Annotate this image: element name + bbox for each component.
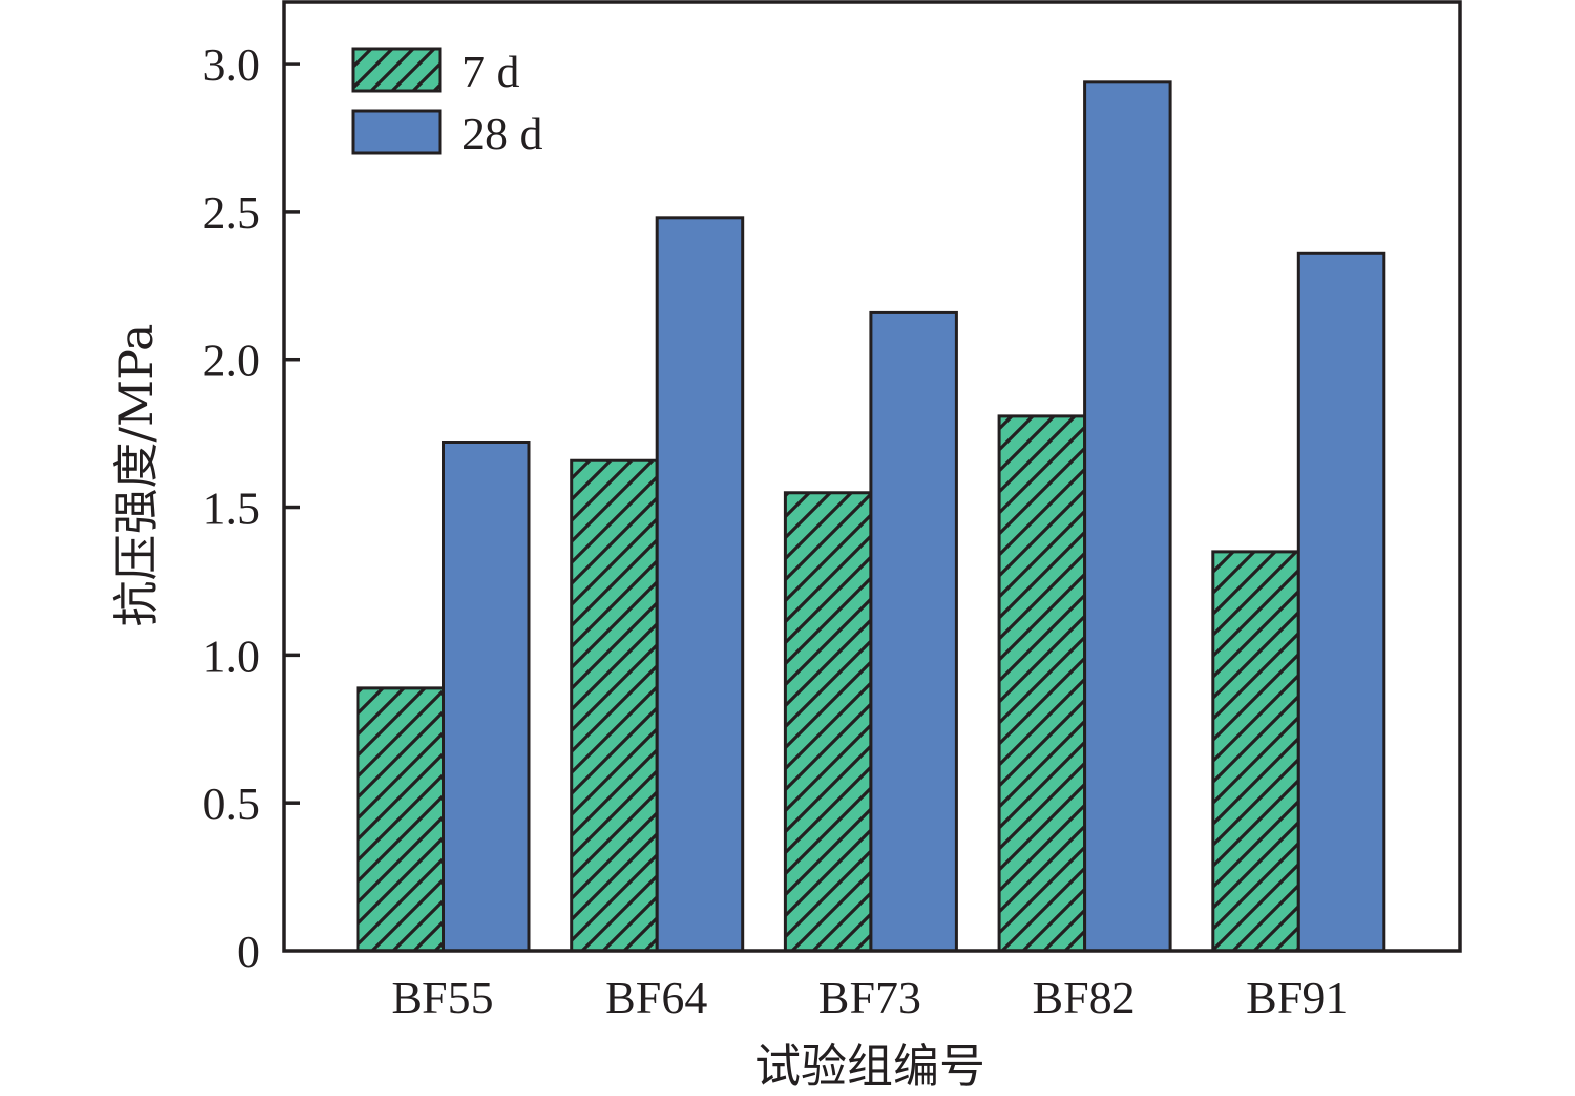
y-tick-label: 0 xyxy=(237,926,260,977)
y-tick-label: 2.0 xyxy=(203,335,261,386)
bar-bf55-28d xyxy=(442,441,531,953)
x-tick-label: BF64 xyxy=(605,972,707,1023)
y-axis-title: 抗压强度/MPa xyxy=(109,324,163,627)
legend-swatch-28d xyxy=(351,109,442,155)
legend: 7 d 28 d xyxy=(351,46,543,159)
bar-bf55-7d xyxy=(356,686,445,953)
y-tick-label: 1.5 xyxy=(203,483,261,534)
y-axis: 0 0.5 1.0 1.5 2.0 2.5 3.0 xyxy=(203,39,300,977)
bar-bf91-7d xyxy=(1211,550,1300,953)
bar-bf82-28d xyxy=(1083,80,1172,953)
y-tick-label: 1.0 xyxy=(203,630,261,681)
legend-label-28d: 28 d xyxy=(462,108,543,159)
legend-label-7d: 7 d xyxy=(462,46,520,97)
bar-bf64-7d xyxy=(570,458,659,953)
bar-bf91-28d xyxy=(1296,251,1386,953)
y-tick-label: 2.5 xyxy=(203,187,261,238)
y-tick-label: 0.5 xyxy=(203,778,261,829)
bar-bf82-7d xyxy=(997,414,1087,953)
bar-bf64-28d xyxy=(655,216,745,953)
bar-bf73-28d xyxy=(869,310,958,953)
axes-box xyxy=(282,0,1462,953)
legend-swatch-7d xyxy=(351,47,442,93)
x-axis-title: 试验组编号 xyxy=(755,1039,985,1093)
x-axis: BF55 BF64 BF73 BF82 BF91 xyxy=(391,972,1348,1023)
bars-group xyxy=(356,80,1386,953)
bar-bf73-7d xyxy=(783,491,873,953)
x-tick-label: BF82 xyxy=(1032,972,1134,1023)
x-tick-label: BF55 xyxy=(391,972,493,1023)
x-tick-label: BF91 xyxy=(1246,972,1348,1023)
y-tick-label: 3.0 xyxy=(203,39,261,90)
x-tick-label: BF73 xyxy=(819,972,921,1023)
plot-frame xyxy=(282,0,1462,953)
